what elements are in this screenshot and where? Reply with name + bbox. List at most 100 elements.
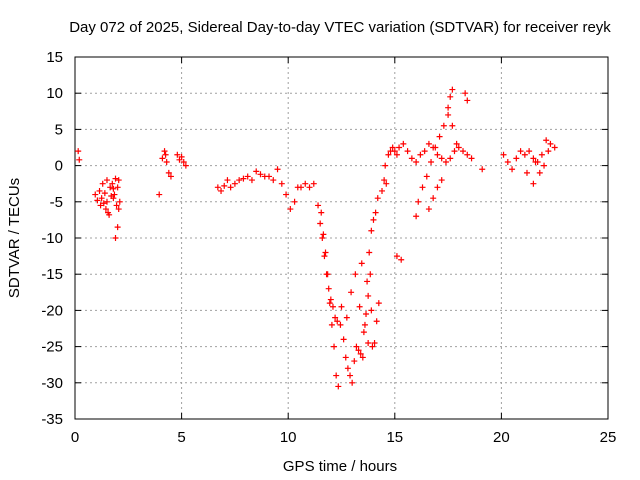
data-point xyxy=(266,173,273,180)
data-point xyxy=(101,190,108,197)
data-point xyxy=(530,180,537,187)
data-point xyxy=(159,155,166,162)
data-point xyxy=(321,253,328,260)
data-point xyxy=(361,321,368,328)
data-point xyxy=(114,184,121,191)
data-point xyxy=(248,177,255,184)
data-point xyxy=(372,209,379,216)
data-point xyxy=(326,300,333,307)
data-point xyxy=(364,278,371,285)
data-point xyxy=(449,86,456,93)
data-point xyxy=(328,321,335,328)
y-tick-label: 15 xyxy=(46,49,63,66)
data-point xyxy=(115,177,122,184)
data-point xyxy=(398,256,405,263)
data-point xyxy=(253,168,260,175)
data-point xyxy=(523,169,530,176)
x-axis-title: GPS time / hours xyxy=(283,458,397,475)
chart-title: Day 072 of 2025, Sidereal Day-to-day VTE… xyxy=(69,19,611,36)
data-point xyxy=(382,162,389,169)
data-point xyxy=(270,177,277,184)
data-points xyxy=(75,86,558,390)
data-point xyxy=(408,155,415,162)
data-point xyxy=(385,151,392,158)
data-point xyxy=(413,158,420,165)
plot-frame xyxy=(74,56,609,420)
data-point xyxy=(430,195,437,202)
data-point xyxy=(332,314,339,321)
data-point xyxy=(318,209,325,216)
data-point xyxy=(358,260,365,267)
data-point xyxy=(224,177,231,184)
data-point xyxy=(413,213,420,220)
data-point xyxy=(227,184,234,191)
data-point xyxy=(297,184,304,191)
data-point xyxy=(110,195,117,202)
data-point xyxy=(455,144,462,151)
data-point xyxy=(521,151,528,158)
data-point xyxy=(310,180,317,187)
data-point xyxy=(106,211,113,218)
data-point xyxy=(76,156,83,163)
y-axis-title: SDTVAR / TECUs xyxy=(6,178,23,298)
data-point xyxy=(107,184,114,191)
data-point xyxy=(156,191,163,198)
x-tick-label: 20 xyxy=(493,429,510,446)
data-point xyxy=(538,151,545,158)
data-point xyxy=(532,158,539,165)
data-point xyxy=(449,122,456,129)
data-point xyxy=(115,206,122,213)
data-point xyxy=(337,321,344,328)
data-point xyxy=(365,292,372,299)
y-tick-label: -20 xyxy=(41,302,63,319)
data-point xyxy=(96,187,103,194)
data-point xyxy=(369,343,376,350)
data-point xyxy=(391,148,398,155)
data-point xyxy=(111,191,118,198)
data-point xyxy=(162,151,169,158)
data-point xyxy=(464,151,471,158)
data-point xyxy=(367,271,374,278)
data-point xyxy=(349,379,356,386)
data-point xyxy=(451,148,458,155)
data-point xyxy=(100,200,107,207)
data-point xyxy=(363,311,370,318)
data-point xyxy=(180,158,187,165)
y-tick-label: -30 xyxy=(41,375,63,392)
x-tick-label: 10 xyxy=(280,429,297,446)
data-point xyxy=(103,177,110,184)
x-tick-label: 0 xyxy=(71,429,79,446)
data-point xyxy=(278,180,285,187)
data-point xyxy=(274,166,281,173)
data-point xyxy=(415,198,422,205)
data-point xyxy=(291,198,298,205)
data-point xyxy=(464,97,471,104)
y-tick-label: 5 xyxy=(55,121,63,138)
data-point xyxy=(163,158,170,165)
data-point xyxy=(468,155,475,162)
data-point xyxy=(393,151,400,158)
data-point xyxy=(479,166,486,173)
data-point xyxy=(356,303,363,310)
data-point xyxy=(423,173,430,180)
data-point xyxy=(214,184,221,191)
x-tick-label: 15 xyxy=(386,429,403,446)
data-point xyxy=(97,202,104,209)
data-point xyxy=(333,372,340,379)
data-point xyxy=(98,195,105,202)
x-tick-label: 5 xyxy=(177,429,185,446)
data-point xyxy=(317,220,324,227)
data-point xyxy=(428,158,435,165)
data-point xyxy=(103,198,110,205)
data-point xyxy=(112,235,119,241)
data-point xyxy=(357,350,364,357)
data-point xyxy=(347,372,354,379)
y-tick-label: -5 xyxy=(50,194,63,211)
y-tick-label: -35 xyxy=(41,411,63,428)
data-point xyxy=(375,300,382,307)
data-point xyxy=(236,177,243,184)
data-point xyxy=(359,354,366,361)
data-point xyxy=(371,339,378,346)
x-tick-label: 25 xyxy=(600,429,617,446)
data-point xyxy=(436,133,443,140)
